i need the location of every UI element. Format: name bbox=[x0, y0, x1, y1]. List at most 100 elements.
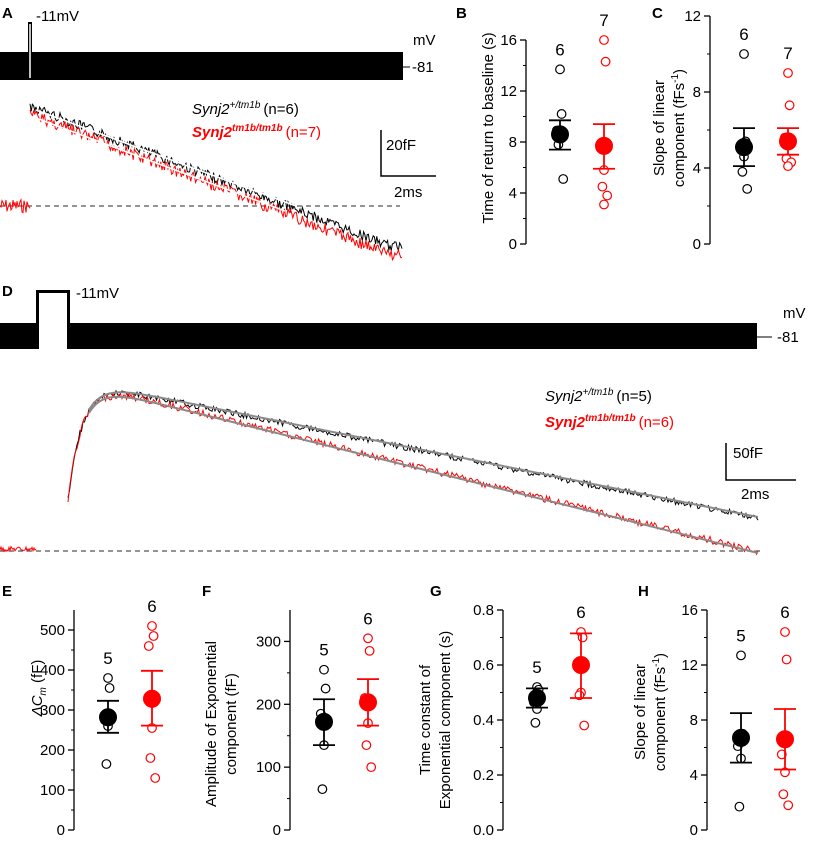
mean-marker bbox=[779, 132, 797, 151]
y-tick-label: 4 bbox=[509, 185, 517, 202]
panel-b: B 0 4 8 12 16 6 7 bbox=[456, 5, 615, 253]
y-tick-label: 400 bbox=[40, 662, 65, 679]
panel-label-d: D bbox=[2, 283, 13, 300]
mean-marker bbox=[572, 656, 590, 674]
data-point bbox=[558, 174, 569, 184]
data-point bbox=[103, 673, 113, 683]
fit-line-mut-a bbox=[35, 117, 286, 212]
y-tick-label: 8 bbox=[690, 712, 698, 729]
y-tick-label: 4 bbox=[690, 767, 698, 784]
y-tick-label: 300 bbox=[256, 633, 281, 650]
pulse-label-a: -11mV bbox=[36, 8, 79, 25]
ylabel-b: Time of return to baseline (s) bbox=[480, 32, 497, 223]
hold-label-a: -81 bbox=[412, 59, 434, 76]
y-tick-label: 0.6 bbox=[473, 657, 494, 674]
panel-label-c: C bbox=[652, 5, 663, 22]
data-point bbox=[148, 631, 159, 641]
mean-marker bbox=[315, 712, 333, 731]
y-tick-label: 0.4 bbox=[473, 712, 494, 729]
y-tick-label: 0 bbox=[690, 822, 698, 839]
n-label: 5 bbox=[532, 658, 541, 677]
ylabel-g-line2: Exponential component (s) bbox=[437, 631, 454, 809]
y-tick-label: 0 bbox=[273, 822, 281, 839]
y-tick-label: 0.2 bbox=[473, 767, 494, 784]
pulse-label-d: -11mV bbox=[76, 285, 119, 302]
panel-label-g: G bbox=[430, 583, 442, 600]
n-label: 5 bbox=[319, 641, 328, 660]
data-point bbox=[101, 759, 112, 769]
trace-mut-a bbox=[29, 109, 402, 262]
mean-marker bbox=[143, 689, 161, 708]
legend-a: Synj2+/tm1b (n=6) Synj2tm1b/tm1b (n=7) bbox=[192, 100, 321, 141]
data-point bbox=[363, 633, 373, 644]
y-tick-label: 0 bbox=[57, 822, 65, 839]
ylabel-h-line2: component (fFs-1) bbox=[651, 653, 669, 771]
n-label: 7 bbox=[599, 11, 608, 30]
data-point bbox=[736, 650, 746, 661]
data-point bbox=[602, 190, 613, 201]
n-label: 6 bbox=[555, 40, 564, 59]
n-label: 6 bbox=[147, 597, 156, 616]
mean-marker bbox=[528, 689, 546, 707]
panel-d: D -11mV mV -81 Synj2+/tm1b (n=5) Synj2tm1… bbox=[0, 283, 806, 556]
y-tick-label: 0 bbox=[509, 236, 517, 253]
data-point bbox=[319, 664, 329, 675]
data-point bbox=[600, 56, 611, 67]
panel-label-h: H bbox=[638, 583, 649, 600]
data-point bbox=[145, 753, 156, 763]
data-point bbox=[364, 645, 375, 656]
data-point bbox=[147, 621, 157, 631]
fit-line-wt-d bbox=[88, 391, 759, 518]
y-tick-label: 200 bbox=[40, 742, 65, 759]
trace-group-d bbox=[0, 389, 759, 556]
mean-marker bbox=[595, 136, 613, 155]
y-tick-label: 16 bbox=[500, 32, 517, 49]
data-point bbox=[150, 773, 161, 783]
mean-marker bbox=[732, 728, 750, 747]
trace-wt-d bbox=[67, 389, 759, 521]
data-point bbox=[597, 181, 608, 192]
data-point bbox=[555, 64, 565, 75]
data-point bbox=[366, 762, 377, 773]
y-tick-label: 8 bbox=[509, 134, 517, 151]
panel-h: H 0 4 8 12 16 5 6 bbox=[638, 583, 796, 839]
y-tick-label: 300 bbox=[40, 702, 65, 719]
y-tick-label: 4 bbox=[693, 160, 701, 177]
trace-group-a bbox=[0, 103, 403, 262]
data-point bbox=[361, 740, 372, 751]
data-point bbox=[784, 100, 795, 111]
y-tick-label: 16 bbox=[681, 602, 698, 619]
y-tick-label: 100 bbox=[40, 782, 65, 799]
mean-marker bbox=[551, 125, 569, 144]
y-tick-label: 12 bbox=[684, 8, 701, 25]
panel-label-a: A bbox=[2, 5, 13, 22]
data-point bbox=[577, 632, 588, 643]
data-point bbox=[739, 49, 749, 59]
n-label: 6 bbox=[363, 609, 372, 628]
legend-wt-a: Synj2+/tm1b (n=6) bbox=[192, 100, 299, 118]
data-point bbox=[783, 68, 793, 78]
scale-bar-d bbox=[725, 443, 796, 481]
data-point bbox=[579, 720, 590, 731]
n-label: 6 bbox=[576, 603, 585, 622]
scale-y-label-d: 50fF bbox=[733, 445, 763, 462]
y-tick-label: 200 bbox=[256, 696, 281, 713]
mean-marker bbox=[99, 708, 117, 727]
data-point bbox=[780, 627, 790, 637]
ylabel-c-line2: component (fFs-1) bbox=[670, 69, 688, 187]
ylabel-c-line1: Slope of linear bbox=[651, 80, 668, 176]
scale-y-label-a: 20fF bbox=[386, 137, 416, 154]
unit-label-d: mV bbox=[783, 305, 806, 322]
panel-g: G 0.0 0.2 0.4 0.6 0.8 5 6 bbox=[430, 583, 592, 839]
n-label: 6 bbox=[780, 603, 789, 622]
ylabel-e: ΔCm (fF) bbox=[29, 660, 49, 718]
legend-wt-d: Synj2+/tm1b (n=5) bbox=[545, 387, 652, 405]
trace-wt-a bbox=[29, 103, 403, 252]
n-label: 5 bbox=[736, 626, 745, 645]
scale-bar-a bbox=[380, 130, 436, 177]
data-point bbox=[781, 654, 792, 665]
data-point bbox=[783, 800, 794, 811]
legend-mut-d: Synj2tm1b/tm1b (n=6) bbox=[545, 413, 674, 431]
y-tick-label: 12 bbox=[500, 83, 517, 100]
